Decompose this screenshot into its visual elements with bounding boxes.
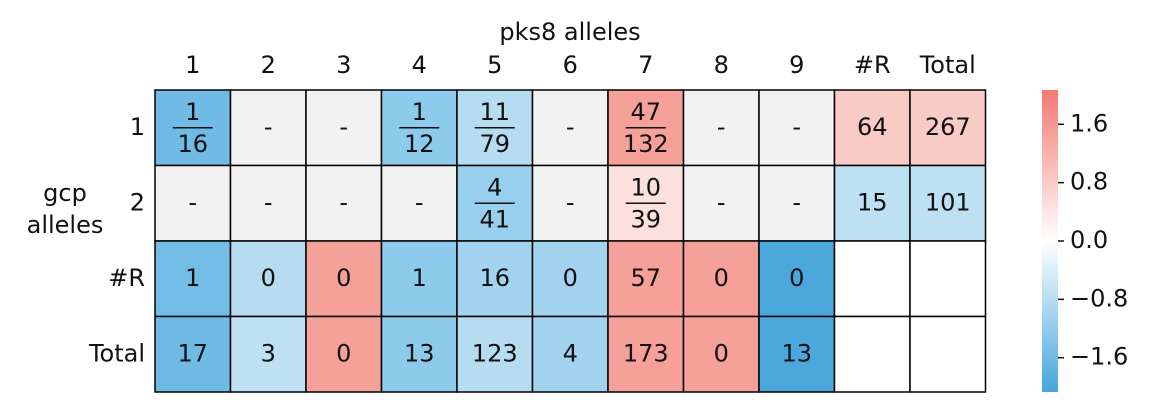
cell-text: -: [415, 188, 424, 216]
cell-text: -: [264, 188, 273, 216]
cell: [833, 240, 911, 318]
cell: [909, 89, 987, 167]
cell: [229, 315, 307, 393]
column-label: 2: [261, 51, 276, 79]
column-label: 9: [789, 51, 804, 79]
cell-text: 1: [185, 264, 200, 292]
row-label: #R: [108, 264, 145, 292]
cell-text: 13: [404, 339, 435, 367]
cell: [909, 240, 987, 318]
denominator: 12: [404, 130, 435, 158]
column-label: 8: [714, 51, 729, 79]
cell-text: 173: [623, 339, 669, 367]
cell: [833, 89, 911, 167]
cell-text: -: [717, 113, 726, 141]
cell: [758, 315, 836, 393]
cell: [833, 315, 911, 393]
denominator: 16: [177, 130, 208, 158]
cell-text: 4: [563, 339, 578, 367]
column-label: 5: [487, 51, 502, 79]
cell-text: 0: [714, 339, 729, 367]
cell: [380, 240, 458, 318]
cell-text: 17: [177, 339, 208, 367]
cell-text: 0: [789, 264, 804, 292]
denominator: 41: [479, 205, 510, 233]
cell-text: -: [566, 188, 575, 216]
cell: [909, 164, 987, 242]
cell-text: -: [792, 188, 801, 216]
cell: [531, 315, 609, 393]
cell: [305, 164, 383, 242]
column-label: 3: [336, 51, 351, 79]
colorbar-tick-label: −1.6: [1070, 343, 1128, 371]
y-label: gcp: [43, 179, 87, 207]
denominator: 39: [630, 205, 661, 233]
column-label: 1: [185, 51, 200, 79]
column-label: Total: [919, 51, 976, 79]
row-label: 2: [130, 188, 145, 216]
cell-text: 123: [472, 339, 518, 367]
denominator: 132: [623, 130, 669, 158]
cell: [456, 315, 534, 393]
cell-text: -: [717, 188, 726, 216]
cell-text: 16: [479, 264, 510, 292]
cell-text: -: [339, 188, 348, 216]
colorbar: [1042, 90, 1058, 392]
colorbar-tick-label: 1.6: [1070, 109, 1108, 137]
cell: [909, 315, 987, 393]
cell: [607, 315, 685, 393]
cell: [531, 240, 609, 318]
numerator: 47: [630, 98, 661, 126]
cell-text: 0: [563, 264, 578, 292]
column-label: 4: [412, 51, 427, 79]
column-label: #R: [854, 51, 891, 79]
row-label: Total: [88, 339, 145, 367]
cell: [380, 315, 458, 393]
numerator: 11: [479, 98, 510, 126]
cell: [758, 240, 836, 318]
cell: [833, 164, 911, 242]
cell: [758, 89, 836, 167]
cell: [531, 164, 609, 242]
cell-text: -: [339, 113, 348, 141]
row-label: 1: [130, 113, 145, 141]
numerator: 10: [630, 173, 661, 201]
cell: [154, 315, 232, 393]
numerator: 1: [185, 98, 200, 126]
cell: [229, 89, 307, 167]
colorbar-tick-label: 0.8: [1070, 168, 1108, 196]
cell-text: 0: [336, 339, 351, 367]
cell: [154, 164, 232, 242]
cell: [456, 240, 534, 318]
cell-text: 13: [781, 339, 812, 367]
cell: [229, 240, 307, 318]
cell-text: 1: [412, 264, 427, 292]
numerator: 4: [487, 173, 502, 201]
cell-text: -: [188, 188, 197, 216]
cell-text: -: [264, 113, 273, 141]
cell-text: 0: [336, 264, 351, 292]
cell-text: 57: [630, 264, 661, 292]
cell: [154, 240, 232, 318]
denominator: 79: [479, 130, 510, 158]
cell-text: 267: [925, 113, 971, 141]
colorbar-tick-label: −0.8: [1070, 284, 1128, 312]
y-label: alleles: [27, 211, 104, 239]
cell-text: -: [566, 113, 575, 141]
cell-text: -: [792, 113, 801, 141]
column-label: 6: [563, 51, 578, 79]
cell-text: 0: [261, 264, 276, 292]
colorbar-tick-label: 0.0: [1070, 226, 1108, 254]
column-label: 7: [638, 51, 653, 79]
cell-text: 3: [261, 339, 276, 367]
cell-text: 15: [857, 188, 888, 216]
cell-text: 64: [857, 113, 888, 141]
cell-text: 0: [714, 264, 729, 292]
numerator: 1: [412, 98, 427, 126]
cell-text: 101: [925, 188, 971, 216]
cell: [682, 240, 760, 318]
title: pks8 alleles: [499, 18, 640, 46]
